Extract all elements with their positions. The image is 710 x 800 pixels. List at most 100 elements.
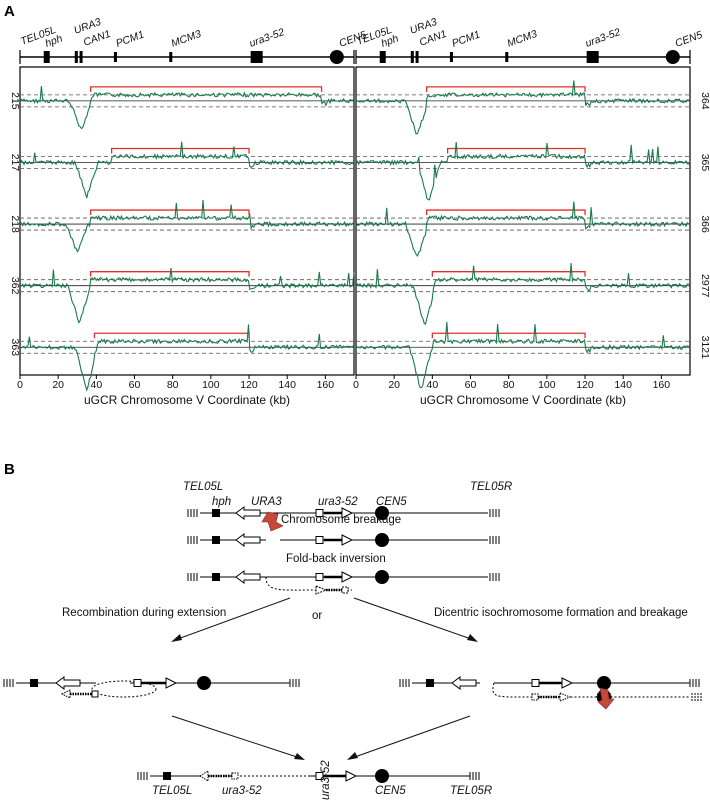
cen5-marker [665,50,680,64]
x-axis-right: 0 20 40 60 80 100 120 140 160 [353,375,670,391]
ura3-52-head [561,677,574,689]
dotted-box [531,693,539,701]
ura3-52-head [165,677,178,689]
inverted-arrow [199,770,209,782]
label-ura3-52-bottom: ura3-52 [320,760,332,800]
mcm3-marker [505,52,509,62]
label-ura3-52-inverted: ura3-52 [222,785,262,797]
strain-label: 218 [9,215,21,233]
loop-box [91,690,99,698]
cen5-circle [197,676,211,690]
hph-box [426,679,434,687]
breakage-marker-right-icon [597,687,615,710]
x-tick-label: 0 [17,379,23,391]
x-tick-label: 40 [90,379,102,391]
can1-marker [415,51,419,63]
foldback-arrow [315,585,328,595]
x-axis-left: 0 20 40 60 80 100 120 140 160 [17,375,334,391]
can1-marker [79,51,83,63]
panel-a-letter: A [4,3,15,20]
label-tel05r-bottom: TEL05R [450,785,492,797]
gene-label-ura3-52: ura3-52 [584,26,622,50]
ura3-52-head [341,571,354,583]
ura3-52-box [133,679,142,687]
ura3-arrow [235,533,261,547]
cen5-marker [329,50,344,64]
arrow-head-right [467,634,478,642]
chromosome-final: ura3-52 [137,760,480,800]
x-tick-label: 120 [576,379,594,391]
amplified-bracket-217 [110,147,250,154]
hph-box [30,679,38,687]
chromosome-foldback [187,570,500,595]
x-tick-label: 20 [52,379,64,391]
label-recombination: Recombination during extension [62,607,226,619]
trace-215 [19,85,355,130]
hph-box [212,536,220,544]
ura3-52-marker [586,51,599,63]
trace-362 [19,268,355,324]
amplified-bracket-218 [89,209,250,216]
x-tick-label: 100 [202,379,220,391]
cen5-circle [375,533,389,547]
label-or: or [312,610,322,622]
gene-label-pcm1: PCM1 [114,29,146,50]
x-tick-label: 60 [129,379,141,391]
pcm1-marker [113,52,117,62]
label-cen5-bottom: CEN5 [375,785,406,797]
x-tick-label: 0 [353,379,359,391]
arrow-to-dicentric [353,597,475,641]
plot-frame-right [355,66,691,376]
x-tick-label: 80 [503,379,515,391]
gene-label-hph: hph [380,32,401,49]
recombination-loop [91,680,157,698]
ura3-52-marker [250,51,263,63]
ura3-52-head [341,507,354,519]
strain-label: 217 [9,154,21,172]
trace-366 [355,201,691,257]
panel-b-letter: B [4,461,15,478]
foldback-loop [265,576,352,591]
chromosome-intact: TEL05L hph URA3 ura3-52 CEN5 TEL05R [183,481,512,520]
x-axis-label-left: uGCR Chromosome V Coordinate (kb) [84,393,290,407]
inverted-box [231,772,239,780]
trace-217 [19,141,355,199]
strain-label: 362 [9,277,21,295]
gene-label-ura3-52: ura3-52 [248,26,286,50]
traces-right [355,80,691,389]
arrow-left-to-final [171,715,301,759]
plot-frame-left [19,66,355,376]
amplified-bracket-215 [89,86,323,92]
x-axis-label-right: uGCR Chromosome V Coordinate (kb) [420,393,626,407]
label-breakage: Chromosome breakage [281,514,401,526]
trace-2977 [355,263,691,326]
amplified-bracket-365 [446,147,586,154]
hph-box [163,772,171,780]
ura3-52-box [315,573,324,581]
trace-364 [355,80,691,135]
hph-marker [379,51,386,63]
hph-box [212,573,220,581]
breakage-marker-icon [261,511,284,532]
ura3-52-head [345,770,358,782]
ura3-arrow [451,676,477,690]
arrow-head-final-right [347,752,358,760]
gene-label-cen5: CEN5 [674,29,705,50]
gene-label-hph: hph [44,32,65,49]
hph-marker [43,51,50,63]
ura3-52-box [315,509,324,517]
pcm1-marker [449,52,453,62]
dicentric-intermediate [399,676,702,705]
arrow-right-to-final [351,715,471,759]
amplified-bracket-362 [89,271,250,277]
strain-label: 215 [9,92,21,110]
strain-labels-left: 215 217 218 362 363 [9,92,21,356]
chromosome-broken [187,533,500,547]
amplified-bracket-3121 [431,332,586,339]
arrow-head-final-left [294,753,305,760]
ura3-52-box [315,536,324,544]
label-foldback: Fold-back inversion [286,553,386,565]
